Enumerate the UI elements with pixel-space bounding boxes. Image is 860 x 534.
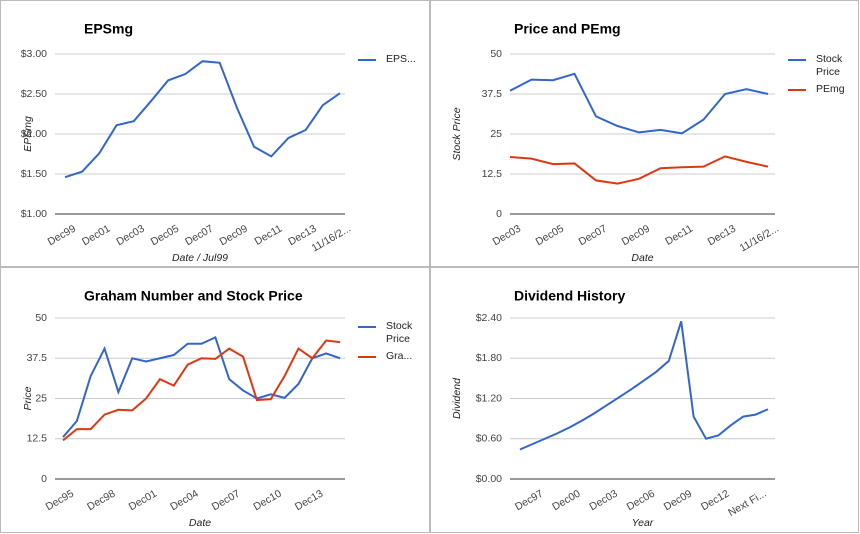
chart: 0 12.5 25 37.5 50 Dec95 Dec98 Dec01 Dec04 Dec07 De… [22, 288, 376, 529]
y-tick-label: 25 [35, 392, 47, 404]
y-axis-title: Stock Price [451, 107, 463, 160]
y-tick-label: $2.00 [21, 128, 47, 140]
x-tick-label: 11/16/2... [738, 223, 781, 255]
panel [0, 0, 430, 267]
y-tick-label: $1.20 [476, 392, 502, 404]
chart: 0 12.5 25 37.5 50 Dec03 Dec05 Dec07 Dec09 Dec11 De… [451, 21, 806, 264]
x-tick-label: Dec09 [217, 223, 249, 249]
chart-title: Price and PEmg [514, 21, 621, 37]
legend-label: Gra... [386, 350, 413, 362]
x-tick-label: Dec09 [620, 223, 652, 249]
chart-title: Graham Number and Stock Price [84, 288, 303, 304]
x-tick-label: Dec06 [625, 488, 657, 514]
chart-title: Dividend History [514, 288, 625, 304]
x-tick-label: Dec11 [663, 223, 695, 248]
chart-title: EPSmg [84, 21, 133, 37]
x-axis-title: Date [189, 517, 211, 529]
x-tick-label: Dec10 [251, 488, 283, 514]
x-tick-label: Dec13 [706, 223, 738, 249]
x-axis-title: Date [631, 252, 653, 264]
x-tick-label: Dec11 [253, 223, 285, 248]
panel [430, 0, 859, 267]
chart: $0.00 $0.60 $1.20 $1.80 $2.40 Dec97 Dec00 Dec03… [451, 288, 775, 529]
y-tick-label: 12.5 [27, 433, 48, 445]
x-tick-label: Dec09 [662, 488, 694, 514]
series-line [62, 339, 341, 442]
chart: $1.00 $1.50 $2.00 $2.50 $3.00 Dec99 Dec01 Dec03… [21, 21, 376, 264]
y-axis-title: EPSmg [22, 116, 34, 152]
x-tick-label: Dec03 [114, 223, 146, 249]
series-line [62, 335, 341, 438]
panel [0, 267, 430, 533]
y-tick-label: $0.60 [476, 433, 502, 445]
x-axis-title: Year [632, 517, 654, 529]
y-tick-label: $3.00 [21, 48, 47, 60]
legend-label: Stock Price [816, 53, 843, 78]
x-tick-label: Dec01 [80, 223, 112, 249]
y-tick-label: $1.80 [476, 352, 502, 364]
x-tick-label: Dec05 [149, 223, 181, 249]
y-tick-label: 50 [35, 312, 47, 324]
y-axis-title: Dividend [451, 377, 463, 419]
y-tick-label: 37.5 [482, 88, 503, 100]
x-tick-label: Dec07 [577, 223, 609, 249]
x-tick-label: Dec05 [534, 223, 566, 249]
legend-label: Stock Price [386, 320, 413, 345]
y-axis-title: Price [22, 386, 34, 410]
series-line [64, 60, 341, 179]
x-tick-label: Dec01 [127, 488, 159, 514]
panel [430, 267, 859, 533]
y-tick-label: $0.00 [476, 473, 502, 485]
x-tick-label: Dec00 [550, 488, 582, 514]
y-tick-label: $1.00 [21, 208, 47, 220]
y-tick-label: 50 [490, 48, 502, 60]
legend-label: EPS... [386, 53, 416, 65]
y-tick-label: $2.40 [476, 312, 502, 324]
series-line [519, 321, 769, 451]
series-line [509, 155, 769, 185]
y-tick-label: 0 [41, 473, 47, 485]
x-tick-label: Dec03 [491, 223, 523, 249]
x-tick-label: Dec97 [513, 488, 545, 514]
x-tick-label: Dec98 [85, 488, 117, 514]
y-tick-label: 37.5 [27, 352, 48, 364]
x-tick-label: Dec07 [210, 488, 242, 514]
y-tick-label: $2.50 [21, 88, 47, 100]
x-tick-label: Dec04 [168, 488, 200, 514]
x-tick-label: Next Fi... [726, 488, 768, 519]
y-tick-label: $1.50 [21, 168, 47, 180]
legend-label: PEmg [816, 83, 845, 95]
x-tick-label: Dec03 [587, 488, 619, 514]
x-axis-title: Date / Jul99 [172, 252, 228, 264]
series-line [509, 72, 769, 135]
x-tick-label: Dec13 [293, 488, 325, 514]
x-tick-label: Dec07 [183, 223, 215, 249]
y-tick-label: 0 [496, 208, 502, 220]
x-tick-label: Dec95 [44, 488, 76, 514]
x-tick-label: 11/16/2... [310, 223, 353, 255]
y-tick-label: 12.5 [482, 168, 503, 180]
x-tick-label: Dec99 [46, 223, 78, 249]
y-tick-label: 25 [490, 128, 502, 140]
